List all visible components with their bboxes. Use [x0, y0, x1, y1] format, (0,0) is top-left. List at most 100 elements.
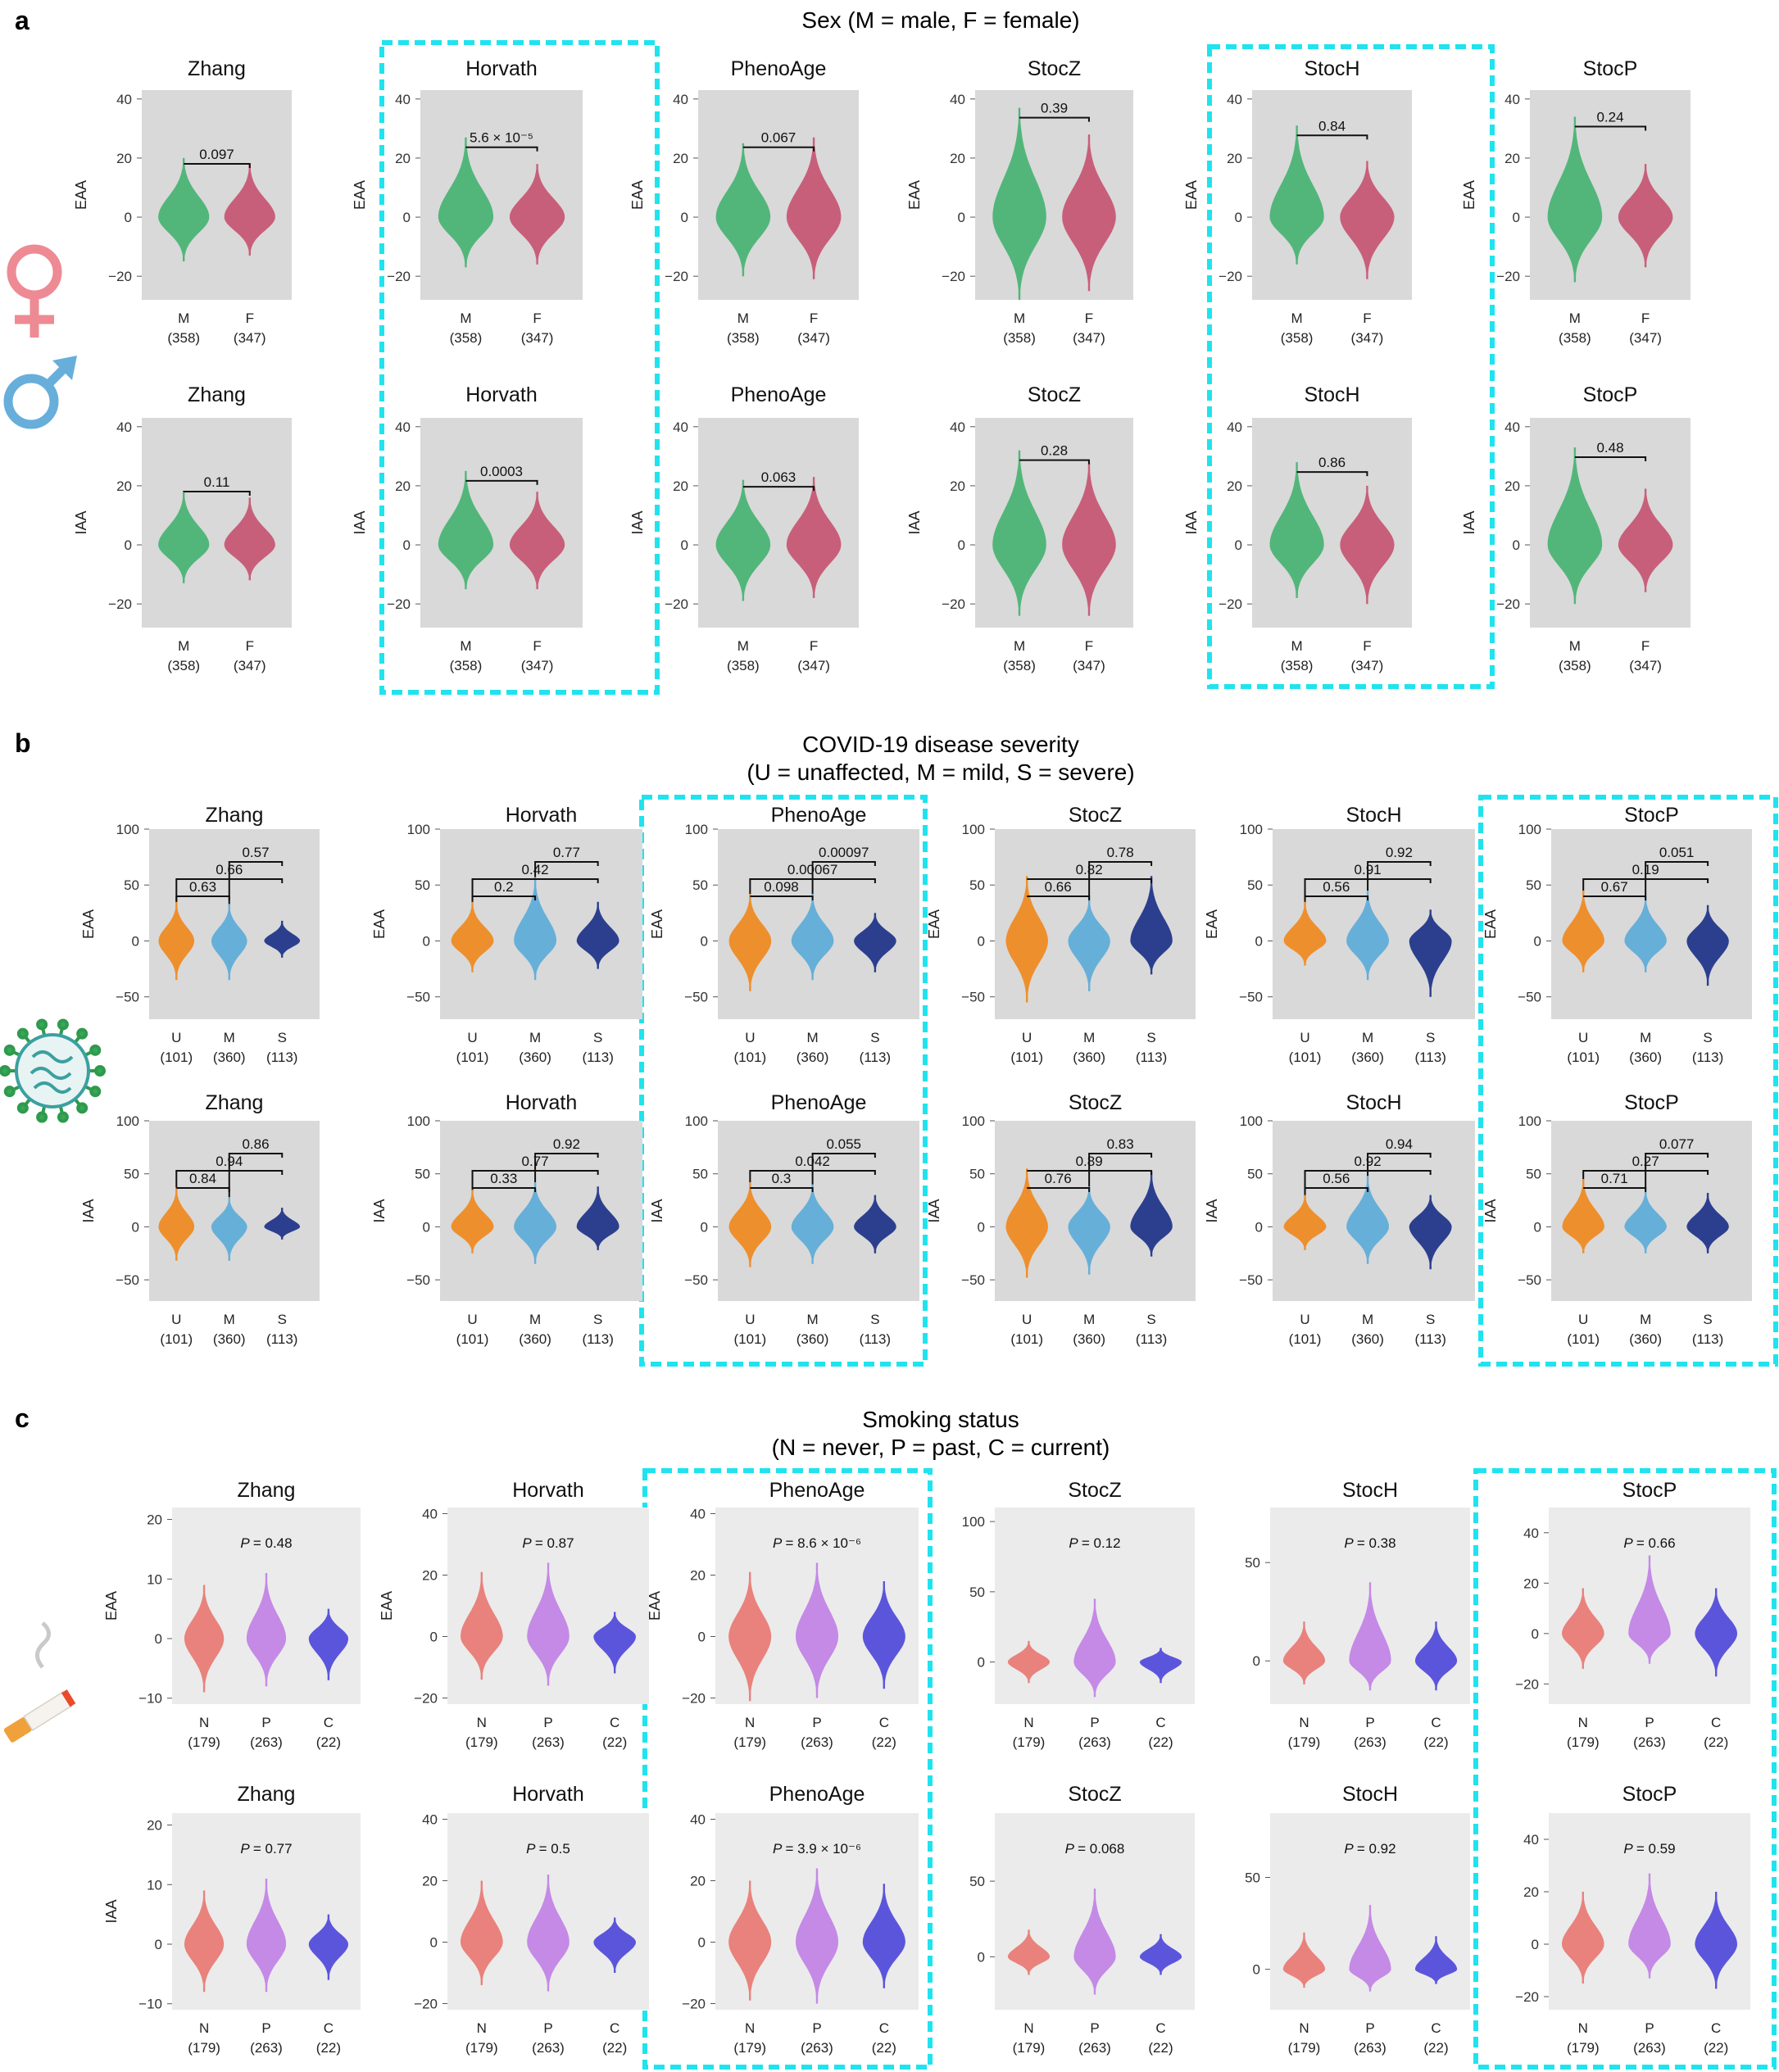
group-size-label: (179)	[188, 1734, 220, 1750]
y-tick-label: −50	[961, 1272, 985, 1288]
group-size-label: (22)	[1423, 2040, 1448, 2056]
group-size-label: (22)	[1423, 1734, 1448, 1750]
y-tick-label: 50	[124, 877, 139, 893]
y-tick-label: 40	[1227, 92, 1242, 107]
y-tick-label: 50	[969, 877, 985, 893]
violin-m	[158, 492, 210, 583]
x-tick-label: F	[810, 638, 818, 654]
violin-u	[158, 1187, 195, 1261]
plot-background	[1252, 418, 1412, 628]
y-tick-label: 0	[1235, 537, 1242, 553]
y-axis-label: EAA	[629, 180, 646, 210]
violin-m	[211, 1197, 247, 1261]
comparison-bracket	[1088, 1153, 1153, 1187]
violin-m	[438, 470, 494, 590]
x-tick-label: M	[737, 311, 749, 326]
x-tick-label: N	[1299, 1715, 1309, 1730]
group-size-label: (263)	[1354, 1734, 1386, 1750]
y-tick-label: 0	[155, 1937, 162, 1952]
comparison-bracket	[750, 1187, 814, 1192]
violin-s	[1409, 1195, 1452, 1270]
violin-m	[1547, 116, 1603, 283]
group-size-label: (22)	[872, 2040, 896, 2056]
violin-m	[992, 450, 1046, 616]
chart-c-0-2: PhenoAge 40 20 0 −20 EAA N (179) P (263) C (22) P = …	[647, 1479, 919, 1750]
comparison-pvalue: 0.57	[242, 845, 269, 860]
chart-a-1-0: Zhang 40 20 0 −20 IAA M (358) F (347) 0.11	[73, 383, 292, 673]
group-size-label: (360)	[519, 1050, 551, 1065]
chart-a-1-2: PhenoAge 40 20 0 −20 IAA M (358) F (347) 0.063	[629, 383, 859, 673]
y-tick-label: 0	[978, 1655, 985, 1671]
y-tick-label: −20	[942, 596, 965, 612]
violin-s	[1686, 1193, 1729, 1254]
x-tick-label: C	[324, 2020, 334, 2036]
comparison-bracket	[534, 861, 599, 877]
comparison-bracket	[228, 1153, 284, 1198]
pvalue-label: P = 0.77	[240, 1841, 292, 1857]
comparison-bracket	[1019, 116, 1090, 122]
violin-m	[715, 143, 771, 277]
x-tick-label: S	[1426, 1030, 1435, 1045]
y-tick-label: 0	[1532, 1937, 1539, 1952]
y-axis-label: EAA	[1461, 180, 1477, 210]
x-tick-label: C	[610, 1715, 619, 1730]
chart-title: StocH	[1342, 1479, 1398, 1502]
group-size-label: (113)	[582, 1331, 613, 1347]
group-size-label: (263)	[532, 1734, 565, 1750]
x-tick-label: C	[324, 1715, 334, 1730]
y-tick-label: −50	[1518, 1272, 1541, 1288]
y-tick-label: 0	[125, 537, 132, 553]
chart-c-0-1: Horvath 40 20 0 −20 EAA N (179) P (263) C (22) P = 0…	[379, 1479, 649, 1750]
chart-c-1-2: PhenoAge 40 20 0 −20 N (179) P (263) C (22) P = 3.9…	[682, 1783, 919, 2056]
x-tick-label: C	[1431, 1715, 1441, 1730]
y-tick-label: 0	[430, 1630, 438, 1645]
group-size-label: (101)	[1010, 1050, 1043, 1065]
pvalue-label: P = 0.068	[1065, 1841, 1125, 1857]
group-size-label: (347)	[797, 330, 830, 346]
group-size-label: (113)	[266, 1331, 297, 1347]
y-tick-label: −20	[108, 596, 132, 612]
chart-c-0-4: StocH 50 0 N (179) P (263) C (22) P = 0.38	[1245, 1479, 1470, 1750]
x-tick-label: C	[879, 2020, 889, 2036]
violin-s	[1130, 876, 1173, 975]
group-size-label: (22)	[316, 2040, 341, 2056]
y-tick-label: 50	[692, 1167, 708, 1182]
x-tick-label: U	[745, 1312, 755, 1327]
chart-c-1-1: Horvath 40 20 0 −20 N (179) P (263) C (22) P = 0.5	[414, 1783, 649, 2056]
y-axis-label: IAA	[629, 510, 646, 534]
chart-title: StocP	[1583, 57, 1638, 80]
y-tick-label: 50	[969, 1874, 985, 1889]
comparison-pvalue: 0.66	[1045, 879, 1072, 895]
violin-n	[184, 1890, 225, 1993]
violin-p	[1628, 1873, 1671, 1979]
violin-s	[576, 901, 619, 969]
x-tick-label: N	[745, 2020, 755, 2036]
comparison-bracket	[1296, 134, 1368, 140]
comparison-bracket	[1583, 895, 1647, 900]
y-tick-label: 40	[1523, 1832, 1539, 1848]
x-tick-label: C	[1711, 2020, 1721, 2036]
x-tick-label: P	[812, 2020, 821, 2036]
comparison-pvalue: 0.077	[1659, 1136, 1695, 1152]
chart-a-0-5: StocP 40 20 0 −20 EAA M (358) F (347) 0.24	[1461, 57, 1691, 346]
violin-m	[1269, 125, 1324, 265]
group-size-label: (358)	[450, 658, 483, 673]
comparison-pvalue: 0.86	[1318, 455, 1346, 470]
violin-u	[451, 1190, 494, 1254]
violin-n	[184, 1585, 225, 1693]
group-size-label: (113)	[1692, 1050, 1723, 1065]
plot-background	[698, 418, 859, 628]
y-axis-label: EAA	[1482, 909, 1499, 939]
y-tick-label: 0	[423, 933, 430, 949]
violin-p	[796, 1562, 838, 1698]
x-tick-label: P	[812, 1715, 821, 1730]
violin-u	[728, 894, 772, 991]
group-size-label: (358)	[1281, 658, 1314, 673]
violin-n	[728, 1571, 772, 1702]
y-tick-label: 20	[1227, 151, 1242, 166]
comparison-pvalue: 0.063	[761, 469, 796, 485]
violin-p	[527, 1875, 570, 1992]
y-tick-label: 0	[423, 1219, 430, 1235]
x-tick-label: F	[1363, 311, 1371, 326]
y-tick-label: −20	[414, 1691, 438, 1707]
